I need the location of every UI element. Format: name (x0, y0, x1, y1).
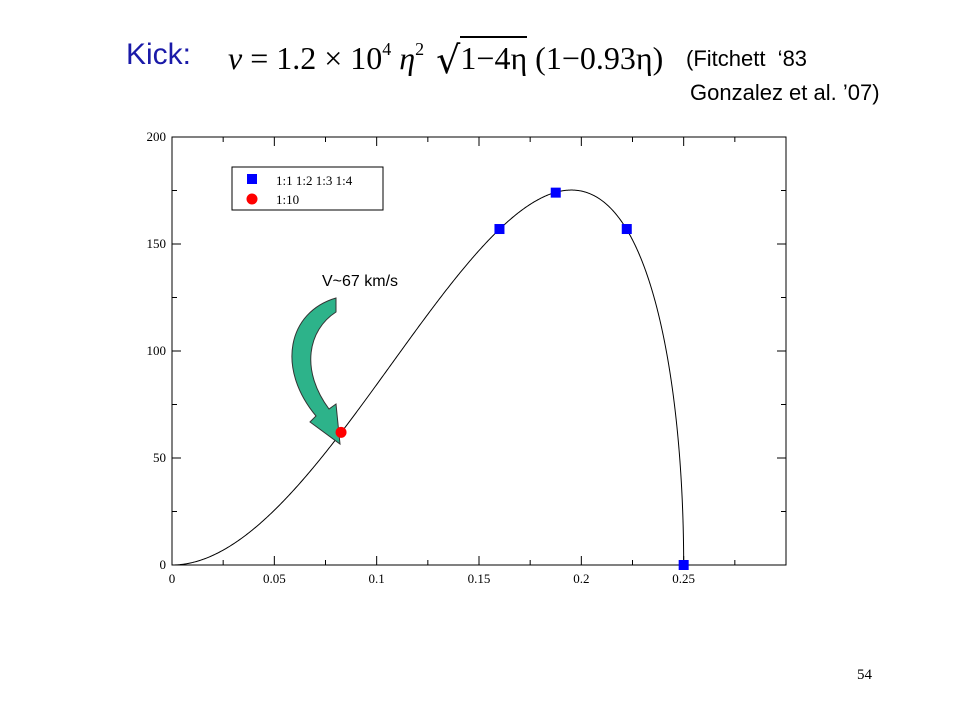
formula-base-exponent: 4 (382, 39, 392, 59)
x-tick-label: 0.25 (672, 571, 695, 586)
data-point-square (678, 560, 689, 570)
formula-sqrt-content: 1−4η (460, 36, 528, 76)
y-tick-label: 50 (153, 450, 166, 465)
legend-marker-square (247, 174, 257, 184)
kick-label: Kick: (126, 38, 192, 71)
kick-curve (171, 189, 685, 566)
x-tick-label: 0.05 (263, 571, 286, 586)
kick-formula: v = 1.2 × 104 η2 √1−4η (1−0.93η) (228, 34, 664, 82)
data-point-square (494, 224, 505, 235)
reference-gonzalez: Gonzalez et al. ’07) (690, 80, 880, 105)
x-tick-label: 0.15 (468, 571, 491, 586)
annotation-arrow-icon (291, 297, 341, 446)
formula-eta-exponent: 2 (415, 39, 425, 59)
formula-tail: (1−0.93η) (535, 40, 664, 76)
formula-coefficient: 1.2 (276, 40, 317, 76)
reference-fitchett: (Fitchett ‘83 (686, 46, 808, 71)
data-point-circle (335, 426, 347, 438)
sqrt-symbol-icon: √ (436, 38, 461, 82)
x-tick-label: 0.2 (573, 571, 589, 586)
y-tick-label: 100 (147, 343, 167, 358)
x-tick-label: 0.1 (369, 571, 385, 586)
formula-equals: = (250, 40, 269, 76)
x-tick-label: 0 (169, 571, 176, 586)
formula-times: × (324, 40, 343, 76)
legend-box (231, 166, 384, 211)
formula-base: 10 (350, 40, 383, 76)
y-tick-label: 0 (160, 557, 167, 572)
y-tick-label: 200 (147, 129, 167, 144)
page-number: 54 (857, 667, 872, 683)
data-point-square (621, 224, 632, 235)
formula-velocity-symbol: v (228, 40, 243, 76)
formula-eta: η (399, 40, 416, 76)
y-tick-label: 150 (147, 236, 167, 251)
legend-marker-circle (246, 193, 258, 205)
annotation-label: V~67 km/s (322, 273, 398, 290)
legend-label: 1:10 (276, 192, 299, 207)
data-point-square (550, 187, 561, 198)
legend-label: 1:1 1:2 1:3 1:4 (276, 173, 353, 188)
